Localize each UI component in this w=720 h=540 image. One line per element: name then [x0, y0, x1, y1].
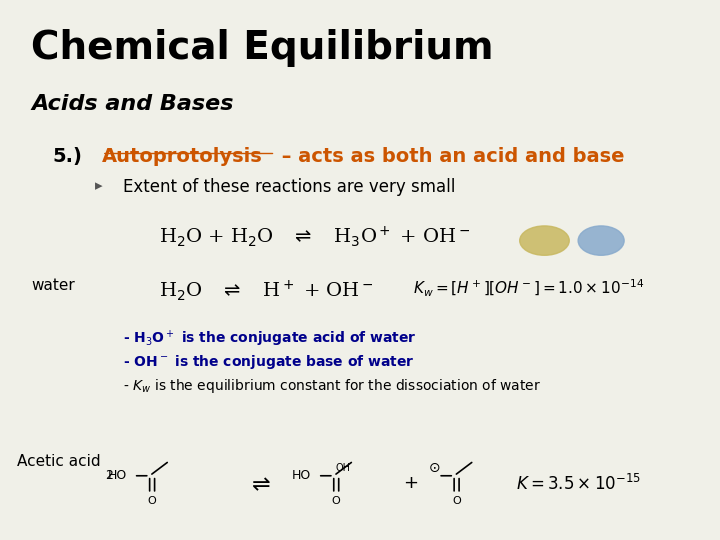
Text: 5.): 5.) [53, 147, 82, 166]
Text: HO: HO [107, 469, 127, 482]
Text: – acts as both an acid and base: – acts as both an acid and base [276, 147, 625, 166]
Text: $K_w = [H^+][OH^-] = 1.0\times10^{-14}$: $K_w = [H^+][OH^-] = 1.0\times10^{-14}$ [413, 278, 644, 299]
Text: Chemical Equilibrium: Chemical Equilibrium [31, 30, 494, 68]
Text: HO: HO [292, 469, 311, 482]
Text: $K = 3.5\times10^{-15}$: $K = 3.5\times10^{-15}$ [516, 474, 642, 494]
Text: O: O [452, 496, 461, 506]
Text: Acetic acid: Acetic acid [17, 454, 101, 469]
Text: ⊙: ⊙ [429, 461, 441, 475]
Text: $+$: $+$ [403, 474, 418, 492]
Text: Acids and Bases: Acids and Bases [31, 93, 233, 113]
Ellipse shape [520, 226, 570, 255]
Text: water: water [31, 278, 75, 293]
Text: 2: 2 [104, 469, 112, 482]
Text: - H$_3$O$^+$ is the conjugate acid of water: - H$_3$O$^+$ is the conjugate acid of wa… [123, 329, 417, 349]
Text: $\rightleftharpoons$: $\rightleftharpoons$ [247, 474, 271, 496]
Text: Autoprotolysis: Autoprotolysis [102, 147, 263, 166]
Ellipse shape [578, 226, 624, 255]
Text: H$_2$O   $\rightleftharpoons$   H$^+$ + OH$^-$: H$_2$O $\rightleftharpoons$ H$^+$ + OH$^… [158, 278, 373, 302]
Text: - OH$^-$ is the conjugate base of water: - OH$^-$ is the conjugate base of water [123, 353, 415, 371]
Text: H$_2$O + H$_2$O   $\rightleftharpoons$   H$_3$O$^+$ + OH$^-$: H$_2$O + H$_2$O $\rightleftharpoons$ H$_… [158, 225, 469, 249]
Text: ▸: ▸ [95, 178, 102, 193]
Text: - $K_w$ is the equilibrium constant for the dissociation of water: - $K_w$ is the equilibrium constant for … [123, 377, 541, 395]
Text: OH: OH [336, 463, 351, 473]
Text: Extent of these reactions are very small: Extent of these reactions are very small [123, 178, 456, 196]
Text: O: O [148, 496, 156, 506]
Text: O: O [331, 496, 341, 506]
